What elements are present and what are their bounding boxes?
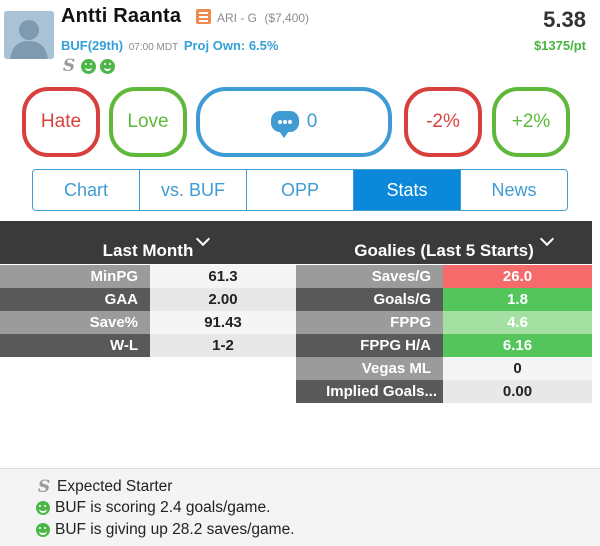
table-row: Goals/G 1.8 <box>296 288 592 311</box>
tab-opp[interactable]: OPP <box>246 170 353 210</box>
tab-vs-opponent[interactable]: vs. BUF <box>139 170 246 210</box>
love-button[interactable]: Love <box>109 87 187 157</box>
stat-label: Goals/G <box>296 288 443 311</box>
goalies-title: Goalies (Last 5 Starts) <box>354 241 534 260</box>
stat-label: GAA <box>0 288 150 311</box>
note-text: BUF is scoring 2.4 goals/game. <box>55 499 271 516</box>
table-row: Implied Goals... 0.00 <box>296 380 592 403</box>
table-row: FPPG H/A 6.16 <box>296 334 592 357</box>
note-text: Expected Starter <box>57 478 173 495</box>
table-row: MinPG 61.3 <box>0 265 296 288</box>
stat-label: Save% <box>0 311 150 334</box>
smiley-icon <box>36 501 50 515</box>
projected-points: 5.38 <box>543 7 586 32</box>
stat-label: Implied Goals... <box>296 380 443 403</box>
news-icon[interactable] <box>196 9 211 24</box>
stat-label: FPPG <box>296 311 443 334</box>
hate-button[interactable]: Hate <box>22 87 100 157</box>
player-notes: S Expected Starter BUF is scoring 2.4 go… <box>0 468 600 546</box>
smiley-icon <box>36 523 50 537</box>
table-row: Save% 91.43 <box>0 311 296 334</box>
projected-ownership: Proj Own: 6.5% <box>183 38 279 53</box>
player-name[interactable]: Antti Raanta <box>61 5 182 27</box>
smiley-icon <box>81 58 96 74</box>
starter-s-icon: S <box>37 477 51 497</box>
stat-value: 1.8 <box>443 288 592 311</box>
plus-exposure-button[interactable]: +2% <box>492 87 570 157</box>
tab-chart[interactable]: Chart <box>33 170 139 210</box>
last-month-title: Last Month <box>102 241 194 260</box>
stat-value: 61.3 <box>150 265 296 288</box>
table-row: Saves/G 26.0 <box>296 265 592 288</box>
goalies-header[interactable]: Goalies (Last 5 Starts) <box>296 221 592 264</box>
tab-news[interactable]: News <box>460 170 567 210</box>
position-salary: ARI - G ($7,400) <box>217 11 309 25</box>
stat-label: Saves/G <box>296 265 443 288</box>
table-row: FPPG 4.6 <box>296 311 592 334</box>
comment-bubble-icon <box>270 110 299 138</box>
table-row: GAA 2.00 <box>0 288 296 311</box>
person-silhouette-icon <box>4 11 54 59</box>
stat-value: 91.43 <box>150 311 296 334</box>
stat-value: 26.0 <box>443 265 592 288</box>
matchup-line: BUF(29th) 07:00 MDT Proj Own: 6.5% <box>61 38 278 53</box>
stat-value: 0.00 <box>443 380 592 403</box>
table-row: W-L 1-2 <box>0 334 296 357</box>
tab-stats[interactable]: Stats <box>353 170 460 210</box>
minus-exposure-button[interactable]: -2% <box>404 87 482 157</box>
price-per-point: $1375/pt <box>533 38 586 53</box>
stat-label: FPPG H/A <box>296 334 443 357</box>
stat-value: 6.16 <box>443 334 592 357</box>
player-avatar[interactable] <box>4 11 54 59</box>
stat-label: W-L <box>0 334 150 357</box>
stat-value: 4.6 <box>443 311 592 334</box>
comment-button[interactable]: 0 <box>196 87 392 157</box>
list-item: BUF is giving up 28.2 saves/game. <box>36 521 295 539</box>
position-label: ARI - G <box>217 11 258 25</box>
note-text: BUF is giving up 28.2 saves/game. <box>55 521 295 538</box>
game-time: 07:00 MDT <box>128 42 179 53</box>
stat-value: 0 <box>443 357 592 380</box>
stat-value: 2.00 <box>150 288 296 311</box>
stat-label: MinPG <box>0 265 150 288</box>
salary-label: ($7,400) <box>264 11 310 25</box>
comment-count: 0 <box>306 111 318 132</box>
tab-bar: Chart vs. BUF OPP Stats News <box>32 169 568 211</box>
player-badges: S <box>61 56 115 76</box>
table-row: Vegas ML 0 <box>296 357 592 380</box>
smiley-icon <box>100 58 115 74</box>
player-header: Antti Raanta ARI - G ($7,400) 5.38 $1375… <box>0 0 600 80</box>
list-item: BUF is scoring 2.4 goals/game. <box>36 499 270 517</box>
starter-s-icon: S <box>62 56 76 76</box>
opponent-label[interactable]: BUF(29th) <box>61 38 124 53</box>
list-item: S Expected Starter <box>36 477 173 497</box>
stat-value: 1-2 <box>150 334 296 357</box>
stat-label: Vegas ML <box>296 357 443 380</box>
last-month-header[interactable]: Last Month <box>0 221 296 264</box>
